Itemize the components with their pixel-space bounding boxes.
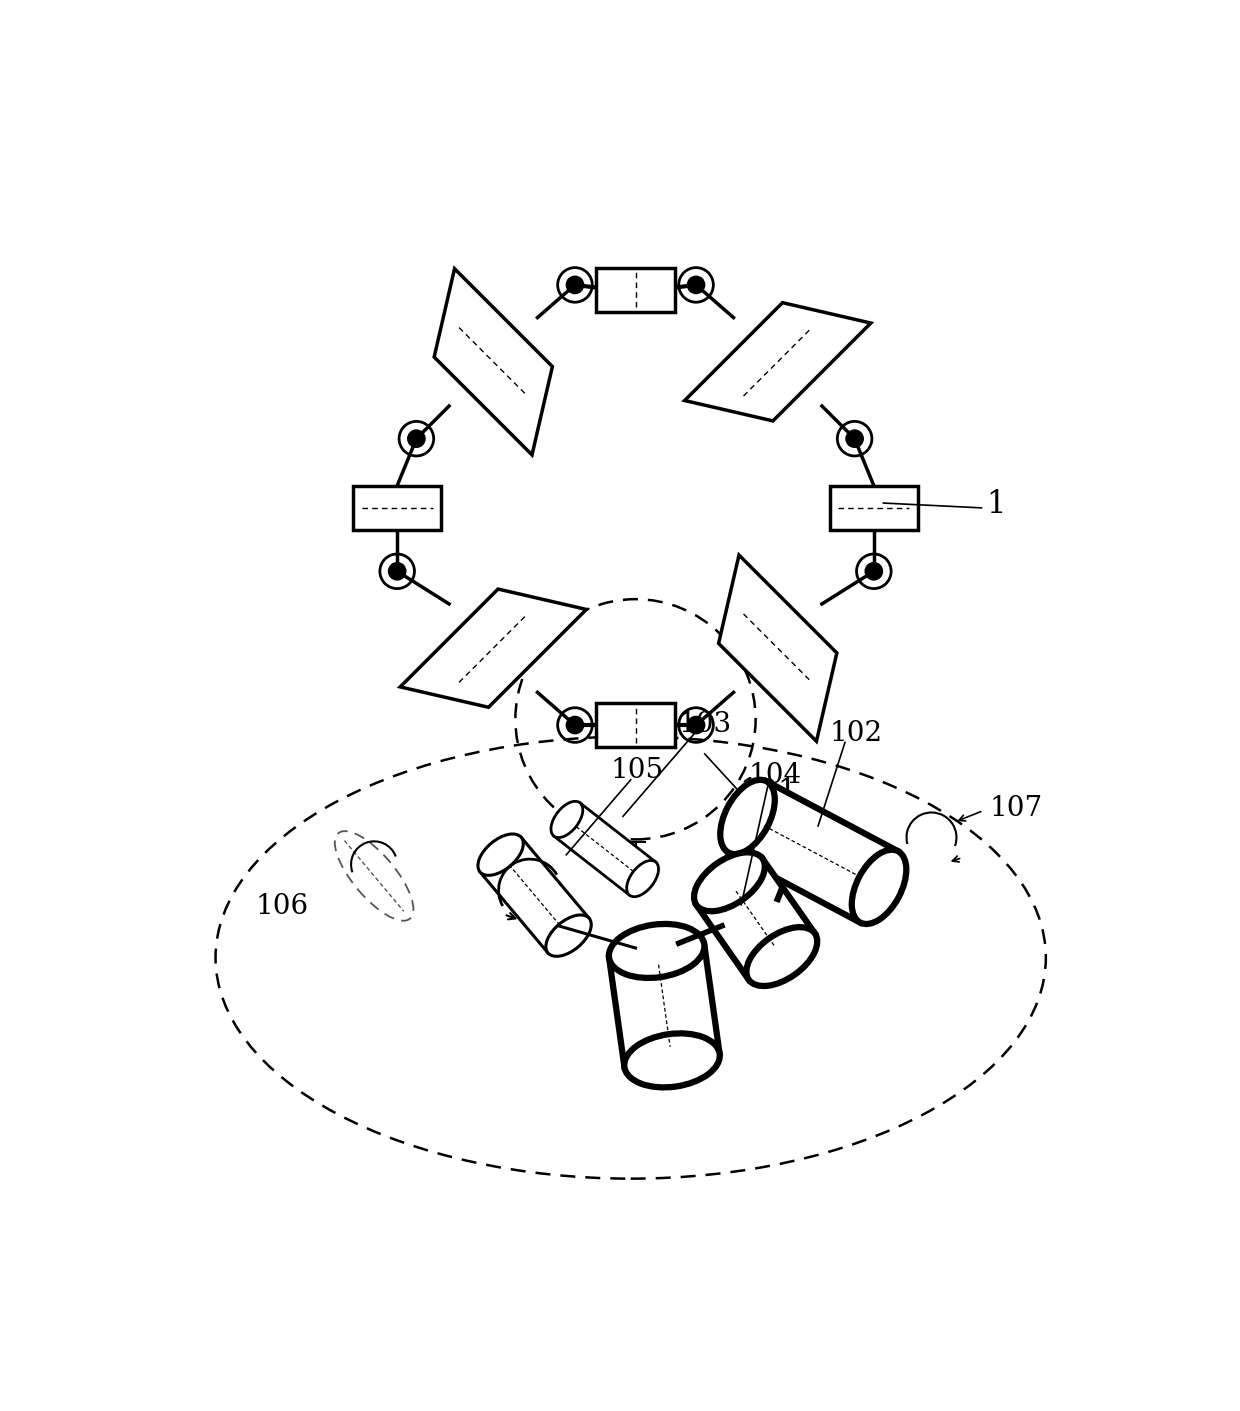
Ellipse shape xyxy=(551,801,583,838)
FancyBboxPatch shape xyxy=(596,268,675,312)
Text: 102: 102 xyxy=(830,720,883,748)
Text: 107: 107 xyxy=(990,796,1043,823)
Ellipse shape xyxy=(687,717,704,734)
Ellipse shape xyxy=(609,924,704,978)
Ellipse shape xyxy=(687,277,704,293)
Text: 104: 104 xyxy=(748,762,801,789)
Text: 101: 101 xyxy=(739,777,797,809)
Polygon shape xyxy=(719,555,837,741)
Polygon shape xyxy=(401,588,587,707)
Text: 103: 103 xyxy=(678,711,732,738)
Polygon shape xyxy=(434,268,552,454)
Polygon shape xyxy=(480,837,589,952)
Ellipse shape xyxy=(866,563,883,580)
Ellipse shape xyxy=(408,430,425,447)
Text: 106: 106 xyxy=(255,893,309,920)
Ellipse shape xyxy=(567,277,584,293)
Polygon shape xyxy=(729,782,898,923)
Ellipse shape xyxy=(567,717,584,734)
Polygon shape xyxy=(554,803,656,895)
Polygon shape xyxy=(697,859,815,979)
Text: 1: 1 xyxy=(986,488,1006,519)
Polygon shape xyxy=(609,944,719,1067)
Ellipse shape xyxy=(624,1033,719,1088)
Ellipse shape xyxy=(846,430,863,447)
Ellipse shape xyxy=(477,834,523,875)
FancyBboxPatch shape xyxy=(596,703,675,748)
Ellipse shape xyxy=(388,563,405,580)
FancyBboxPatch shape xyxy=(353,485,441,531)
Ellipse shape xyxy=(626,861,658,897)
FancyBboxPatch shape xyxy=(830,485,918,531)
Ellipse shape xyxy=(694,852,765,912)
Ellipse shape xyxy=(746,927,817,986)
Ellipse shape xyxy=(720,780,775,854)
Ellipse shape xyxy=(546,914,591,957)
Text: 105: 105 xyxy=(611,756,663,783)
Ellipse shape xyxy=(852,849,906,924)
Polygon shape xyxy=(684,303,870,420)
